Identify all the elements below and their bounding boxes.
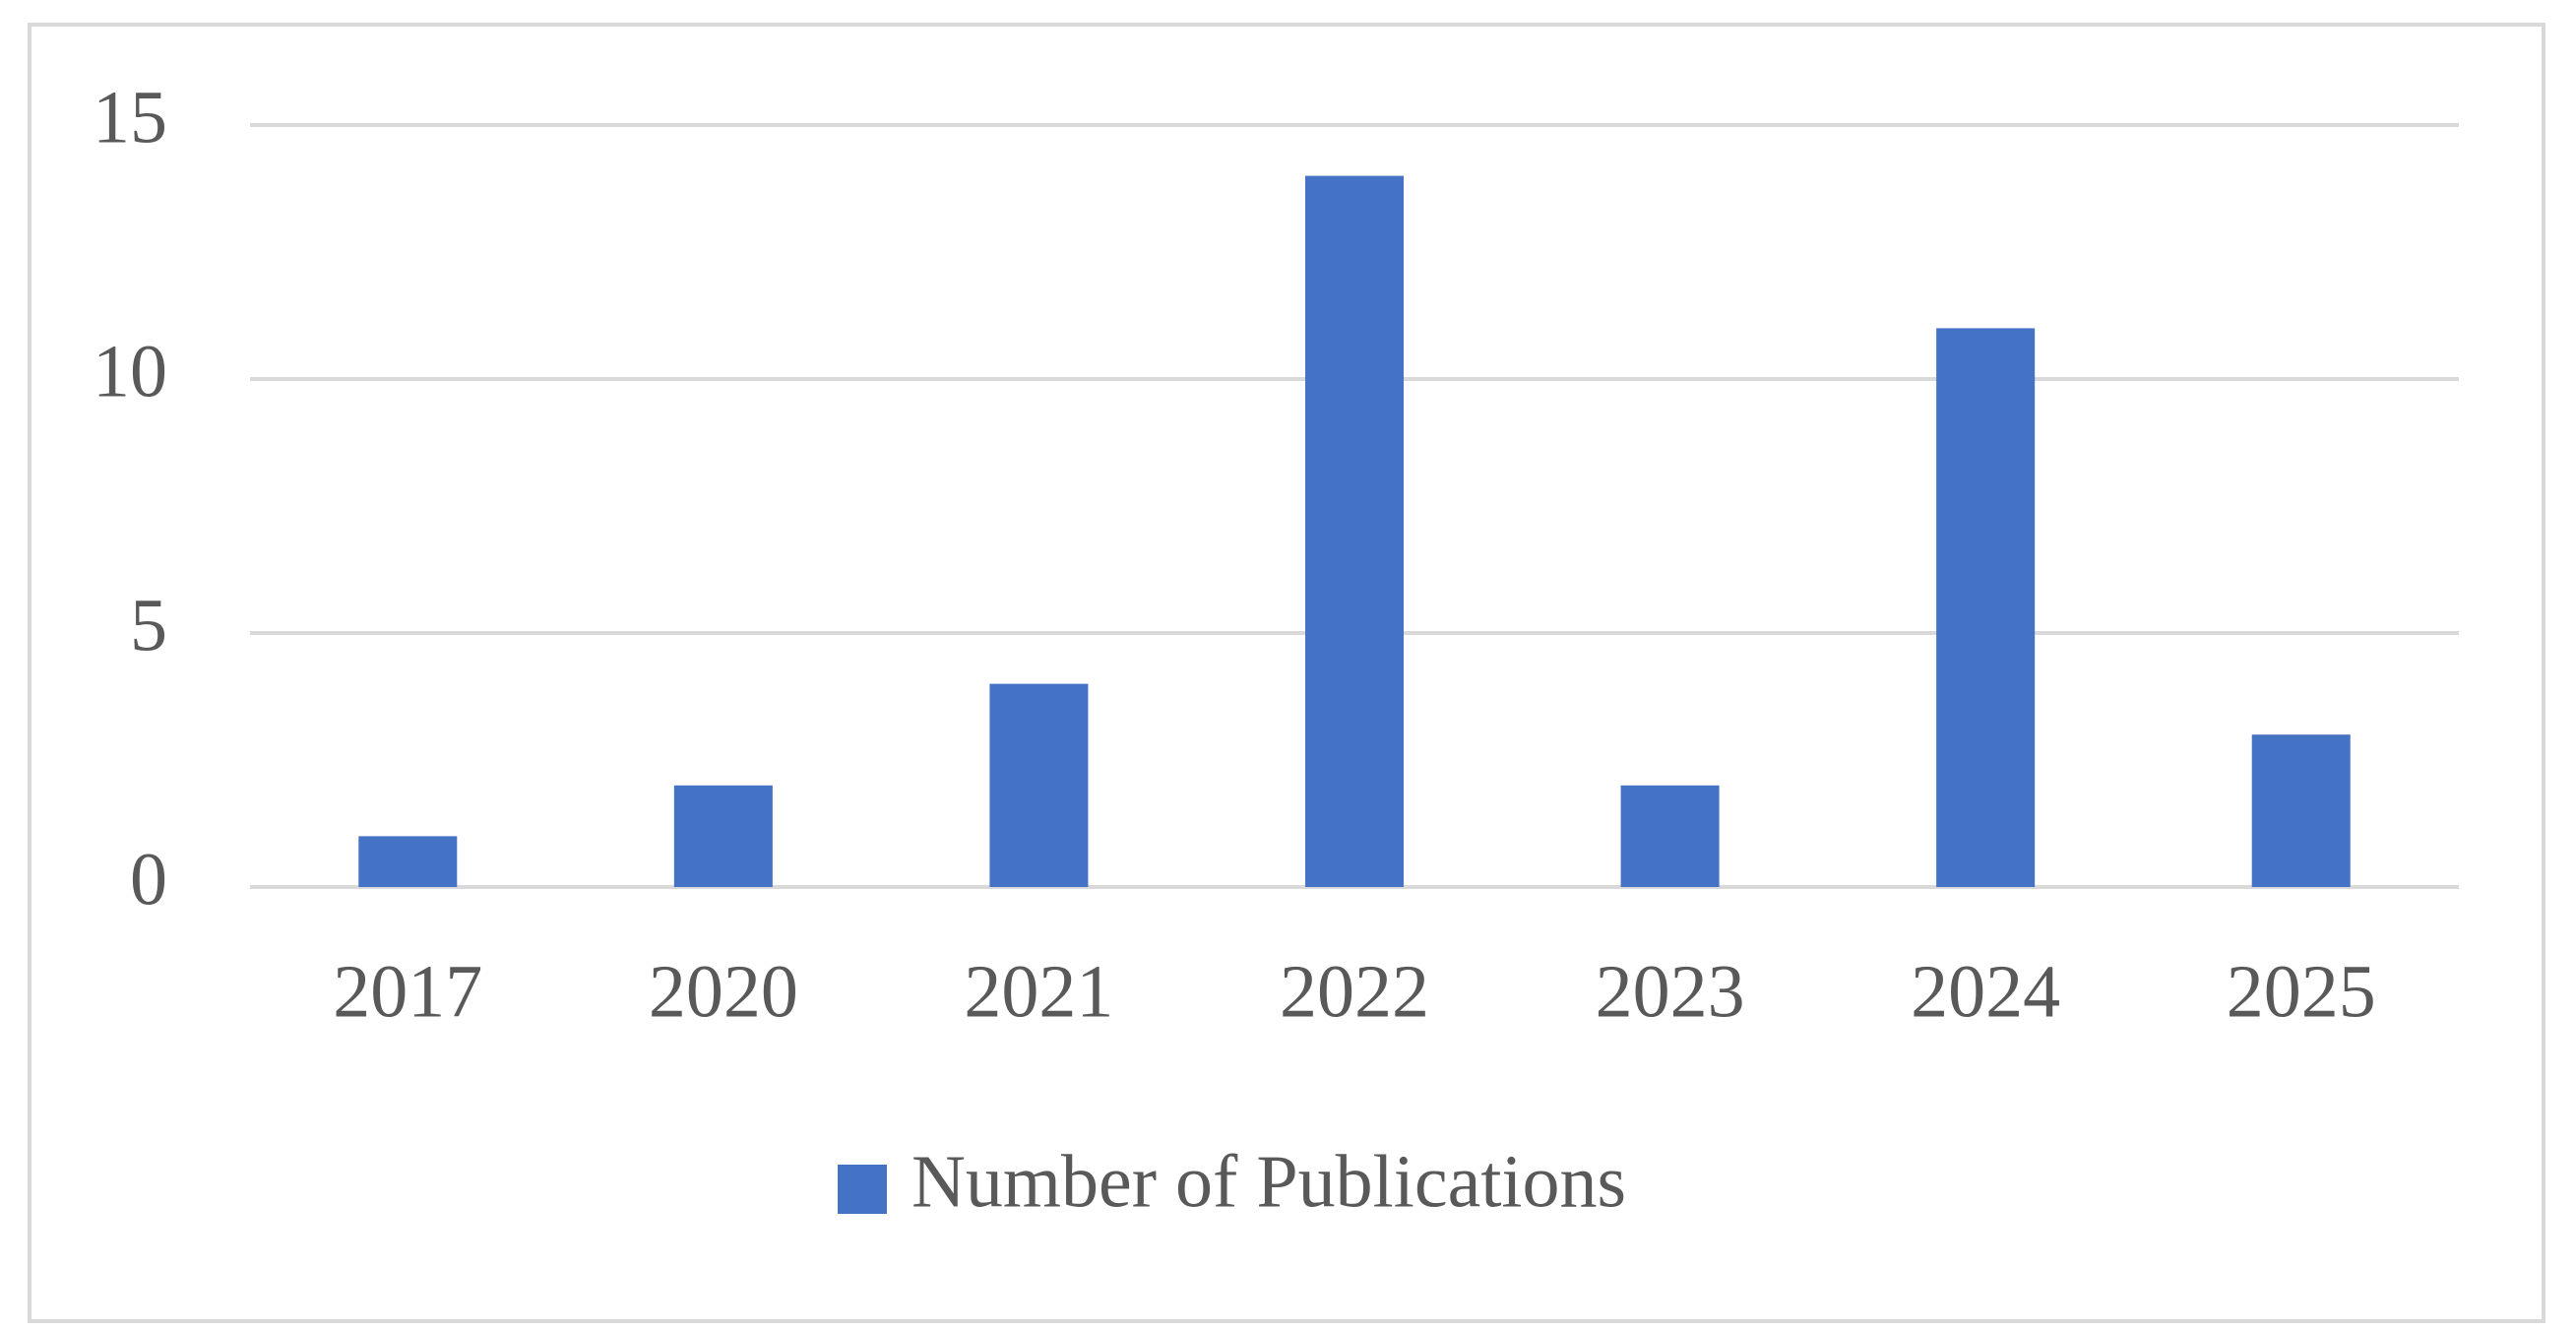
y-tick-label: 0 — [130, 838, 167, 920]
x-tick-label: 2024 — [1911, 950, 2060, 1033]
x-tick-label: 2023 — [1596, 950, 1745, 1033]
bar — [1304, 175, 1405, 888]
chart-border — [28, 23, 2545, 1323]
y-tick-label: 15 — [93, 76, 167, 158]
bar — [358, 836, 458, 887]
bar — [1936, 328, 2036, 887]
x-tick-label: 2025 — [2227, 950, 2376, 1033]
legend-label: Number of Publications — [911, 1140, 1626, 1223]
bar — [1620, 785, 1720, 887]
x-tick-label: 2022 — [1280, 950, 1429, 1033]
x-tick-label: 2020 — [649, 950, 798, 1033]
y-tick-label: 10 — [93, 330, 167, 412]
x-tick-label: 2021 — [964, 950, 1113, 1033]
legend-swatch — [838, 1165, 887, 1214]
y-tick-label: 5 — [130, 584, 167, 666]
bar — [2251, 734, 2351, 887]
bar — [989, 683, 1089, 887]
bar — [673, 785, 773, 887]
x-tick-label: 2017 — [333, 950, 482, 1033]
